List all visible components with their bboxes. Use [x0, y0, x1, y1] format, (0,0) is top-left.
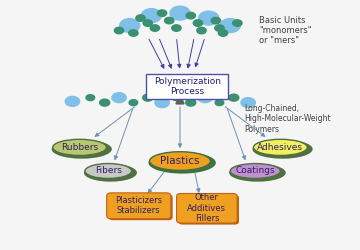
Circle shape — [143, 20, 152, 26]
Circle shape — [197, 27, 206, 34]
Text: Adhesives: Adhesives — [257, 143, 303, 152]
Circle shape — [141, 9, 161, 22]
Circle shape — [215, 100, 224, 105]
FancyBboxPatch shape — [179, 195, 239, 224]
Circle shape — [129, 100, 138, 105]
Ellipse shape — [230, 164, 280, 178]
Circle shape — [136, 15, 145, 21]
Circle shape — [220, 18, 240, 32]
Circle shape — [65, 96, 80, 106]
Circle shape — [186, 99, 196, 106]
FancyBboxPatch shape — [146, 74, 228, 99]
Circle shape — [211, 17, 221, 24]
Circle shape — [229, 94, 239, 101]
FancyBboxPatch shape — [177, 194, 237, 223]
Circle shape — [114, 27, 124, 34]
Circle shape — [193, 20, 203, 26]
Circle shape — [170, 6, 190, 20]
Circle shape — [186, 12, 195, 19]
Circle shape — [233, 20, 242, 26]
Text: Coatings: Coatings — [235, 166, 275, 175]
FancyBboxPatch shape — [107, 193, 171, 219]
Ellipse shape — [252, 140, 313, 159]
Text: Basic Units
"monomers"
or "mers": Basic Units "monomers" or "mers" — [259, 16, 311, 46]
Circle shape — [100, 99, 110, 106]
Circle shape — [157, 10, 167, 16]
Circle shape — [241, 98, 255, 108]
Circle shape — [120, 18, 140, 32]
Text: Rubbers: Rubbers — [61, 143, 98, 152]
Ellipse shape — [85, 164, 132, 178]
Text: Plasticizers
Stabilizers: Plasticizers Stabilizers — [115, 196, 162, 216]
Circle shape — [172, 25, 181, 31]
Circle shape — [219, 30, 228, 36]
FancyBboxPatch shape — [108, 194, 173, 220]
Circle shape — [155, 98, 169, 108]
Ellipse shape — [149, 152, 211, 170]
Text: Plastics: Plastics — [160, 156, 200, 166]
Circle shape — [143, 94, 153, 101]
Circle shape — [150, 25, 159, 31]
Text: Fibers: Fibers — [95, 166, 122, 175]
Ellipse shape — [148, 152, 216, 174]
Circle shape — [215, 25, 224, 31]
Text: Long-Chained,
High-Molecular-Weight
Polymers: Long-Chained, High-Molecular-Weight Poly… — [244, 104, 331, 134]
Circle shape — [198, 93, 212, 102]
Circle shape — [86, 95, 95, 101]
Ellipse shape — [253, 139, 307, 156]
Circle shape — [129, 30, 138, 36]
Text: Polymerization
Process: Polymerization Process — [154, 77, 221, 96]
Ellipse shape — [51, 140, 112, 159]
Circle shape — [172, 95, 181, 101]
Text: Other
Additives
Fillers: Other Additives Fillers — [188, 194, 226, 223]
Circle shape — [112, 93, 126, 102]
Circle shape — [199, 11, 219, 25]
Ellipse shape — [53, 139, 107, 156]
Ellipse shape — [229, 164, 286, 182]
Ellipse shape — [84, 164, 137, 182]
Circle shape — [165, 17, 174, 24]
